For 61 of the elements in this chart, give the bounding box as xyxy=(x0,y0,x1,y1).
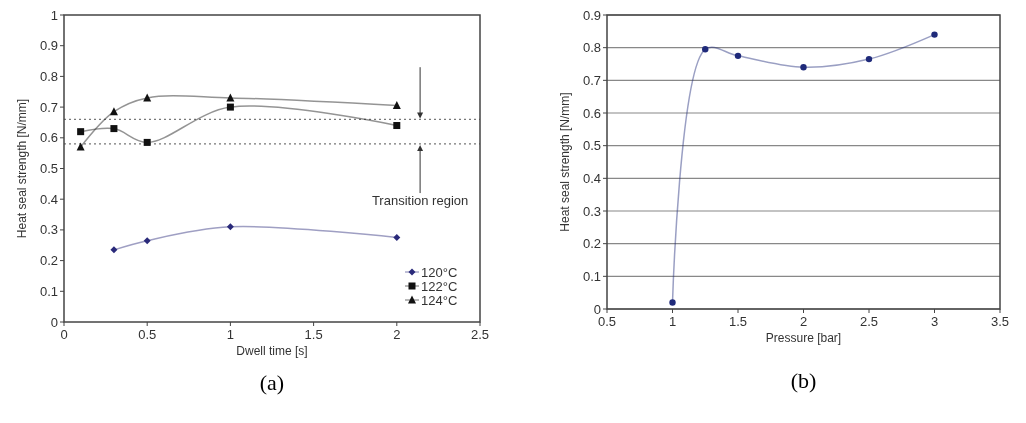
x-tick-label: 1 xyxy=(668,314,677,329)
x-tick-label: 2.5 xyxy=(470,327,490,342)
x-tick-label: 2 xyxy=(799,314,808,329)
point xyxy=(865,55,873,63)
x-tick-label: 2.5 xyxy=(859,314,879,329)
x-tick-label: 0.5 xyxy=(138,327,157,342)
y-tick-label: 0.8 xyxy=(39,68,58,84)
y-tick-label: 0.8 xyxy=(582,40,601,56)
point xyxy=(109,107,118,116)
point xyxy=(393,122,401,130)
x-tick-label: 1 xyxy=(226,327,235,342)
y-tick-label: 0.5 xyxy=(39,161,58,176)
point xyxy=(734,52,742,60)
y-tick-label: 0.7 xyxy=(582,72,601,88)
point xyxy=(393,234,401,242)
y-tick-label: 0.3 xyxy=(582,203,601,219)
x-tick-label: 2 xyxy=(393,327,401,342)
y-tick-label: 0.3 xyxy=(39,222,58,238)
point xyxy=(392,101,401,110)
point xyxy=(931,31,938,38)
point xyxy=(143,138,151,146)
x-tick-label: 0.5 xyxy=(597,314,617,329)
point xyxy=(226,223,234,231)
y-axis-title: Heat seal strength [N/mm] xyxy=(558,92,572,232)
y-tick-label: 0.5 xyxy=(582,138,601,154)
y-tick-label: 1 xyxy=(50,7,58,23)
text: (a) xyxy=(259,370,285,395)
y-tick-label: 0.2 xyxy=(39,253,58,269)
y-tick-label: 0.1 xyxy=(582,268,601,284)
x-tick-label: 1.5 xyxy=(728,314,748,329)
y-tick-label: 0.1 xyxy=(39,283,58,299)
x-tick-label: 3 xyxy=(930,314,939,329)
x-axis-title: Dwell time [s] xyxy=(236,344,308,358)
point xyxy=(77,128,85,136)
y-axis-title: Heat seal strength [N/mm] xyxy=(15,98,29,239)
y-tick-label: 0.2 xyxy=(582,236,601,252)
point xyxy=(143,237,151,245)
y-tick-label: 0.4 xyxy=(39,191,58,207)
text: (b) xyxy=(790,368,817,393)
x-tick-label: 0 xyxy=(60,327,68,342)
point xyxy=(800,64,807,71)
point xyxy=(226,103,234,111)
legend-label: 124°C xyxy=(421,293,458,308)
annotation: Transition region xyxy=(371,193,469,209)
y-tick-label: 0.9 xyxy=(39,38,58,54)
x-axis-title: Pressure [bar] xyxy=(765,331,842,345)
y-tick-label: 0 xyxy=(593,301,601,317)
y-tick-label: 0.6 xyxy=(39,130,58,146)
y-tick-label: 0.9 xyxy=(582,7,601,23)
point xyxy=(110,246,118,254)
legend-label: 122°C xyxy=(421,279,458,294)
y-tick-label: 0.7 xyxy=(39,99,58,115)
point xyxy=(702,46,709,53)
point xyxy=(669,299,676,306)
x-tick-label: 3.5 xyxy=(990,314,1010,329)
legend-label: 120°C xyxy=(421,265,458,280)
x-tick-label: 1.5 xyxy=(304,327,323,342)
y-tick-label: 0.6 xyxy=(582,105,601,121)
point xyxy=(76,142,85,151)
point xyxy=(110,125,118,133)
y-tick-label: 0.4 xyxy=(582,170,601,186)
